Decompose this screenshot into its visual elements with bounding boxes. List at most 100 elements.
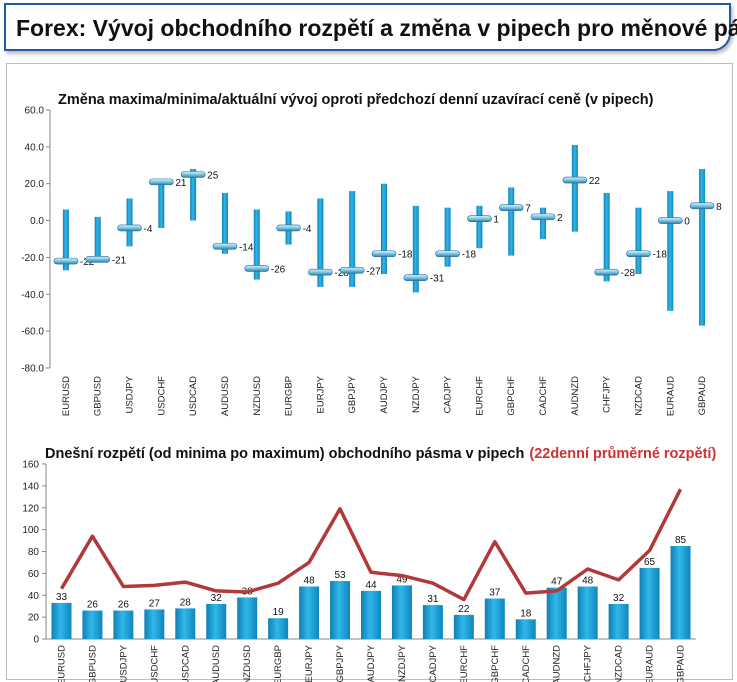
chart2-ytick-label: 80 bbox=[28, 547, 40, 558]
chart1-range-bar bbox=[603, 192, 610, 282]
chart1-data-label: 7 bbox=[525, 204, 531, 215]
chart1-range-bar bbox=[94, 216, 101, 262]
chart2-data-label: 32 bbox=[211, 593, 223, 604]
chart2-data-label: 48 bbox=[304, 576, 316, 587]
chart1-current-marker bbox=[85, 255, 111, 263]
chart1-range-bar bbox=[508, 187, 515, 256]
chart1-current-marker bbox=[498, 204, 524, 211]
chart2-title-highlight: (22denní průměrné rozpětí) bbox=[529, 446, 716, 462]
chart1-category-label: EURAUD bbox=[665, 376, 676, 416]
chart1-data-label: -18 bbox=[398, 250, 413, 261]
chart1-data-label: -28 bbox=[621, 268, 636, 279]
chart1-data-label: -18 bbox=[462, 250, 477, 261]
chart1-range-bar bbox=[540, 207, 547, 239]
chart1-current-marker bbox=[212, 243, 238, 250]
chart1-data-label: -14 bbox=[239, 242, 254, 253]
chart2-data-label: 19 bbox=[273, 607, 285, 618]
chart2-title: Dnešní rozpětí (od minima po maximum) ob… bbox=[45, 446, 716, 462]
chart2-bar bbox=[330, 581, 351, 639]
chart1-category-label: AUDJPY bbox=[379, 375, 390, 413]
page-title: Forex: Vývoj obchodního rozpětí a změna … bbox=[16, 15, 737, 41]
chart1-range-bar bbox=[699, 168, 706, 326]
chart1-data-label: -4 bbox=[144, 224, 153, 235]
chart1-category-label: GBPAUD bbox=[697, 376, 708, 416]
chart2-category-label: CADCHF bbox=[521, 645, 532, 682]
chart1-category-label: USDJPY bbox=[125, 375, 136, 413]
chart1-range-bar bbox=[476, 205, 483, 249]
chart2-category-label: GBPCHF bbox=[490, 645, 501, 682]
chart1-current-marker bbox=[180, 171, 206, 178]
chart2-bar bbox=[515, 619, 536, 639]
chart1-axes: 60.0 40.0 20.0 0.0 -20.0 -40.0 -60.0 -80.0 bbox=[21, 106, 51, 375]
chart1-data-label: 1 bbox=[493, 215, 499, 226]
chart2-marks: 33 EURUSD 26 GBPUSD 26 USDJPY 27 USDCHF 28 USDCAD… bbox=[51, 488, 691, 682]
chart2-category-label: GBPUSD bbox=[87, 645, 98, 682]
chart2-category-label: AUDUSD bbox=[211, 645, 222, 682]
chart1-current-marker bbox=[594, 268, 619, 276]
chart1-current-marker bbox=[53, 257, 79, 265]
chart1-category-label: AUDUSD bbox=[220, 376, 231, 416]
chart1-category-label: NZDUSD bbox=[252, 376, 263, 416]
chart1-current-marker bbox=[339, 267, 365, 274]
chart2-data-label: 37 bbox=[489, 588, 501, 599]
chart2-data-label: 31 bbox=[427, 594, 439, 605]
chart1-current-marker bbox=[530, 213, 556, 221]
chart2-bar bbox=[268, 618, 289, 639]
chart2-bar bbox=[144, 609, 165, 639]
chart1-ytick-label: -40.0 bbox=[21, 290, 44, 301]
chart2-bar bbox=[453, 614, 474, 639]
chart1-ytick-label: 40.0 bbox=[25, 142, 45, 153]
header-banner: Forex: Vývoj obchodního rozpětí a změna … bbox=[4, 3, 737, 51]
chart1-data-label: -27 bbox=[366, 266, 381, 277]
chart1-range-bar bbox=[317, 198, 324, 287]
chart2-ytick-label: 40 bbox=[28, 591, 40, 602]
chart2-data-label: 32 bbox=[613, 593, 625, 604]
chart2-ytick-label: 100 bbox=[22, 525, 39, 536]
chart2-category-label: AUDJPY bbox=[366, 644, 377, 682]
chart2-data-label: 26 bbox=[87, 600, 99, 611]
chart1-title: Změna maxima/minima/aktuální vývoj oprot… bbox=[58, 92, 654, 108]
chart1-data-label: 0 bbox=[684, 217, 690, 228]
chart1-range-bar bbox=[571, 145, 578, 232]
chart2-category-label: NZDCAD bbox=[614, 645, 625, 682]
chart2-ytick-label: 0 bbox=[33, 635, 39, 646]
chart2-title-main: Dnešní rozpětí (od minima po maximum) ob… bbox=[45, 446, 524, 462]
chart1-data-label: -28 bbox=[334, 268, 349, 279]
chart1-range-bar bbox=[221, 192, 228, 254]
chart2-bar bbox=[546, 587, 567, 639]
chart1-data-label: 21 bbox=[175, 178, 187, 189]
chart1-current-marker bbox=[149, 178, 174, 186]
chart2-category-label: USDJPY bbox=[118, 644, 129, 682]
chart2-data-label: 53 bbox=[334, 570, 346, 581]
chart1-current-marker bbox=[435, 250, 460, 258]
chart2-data-label: 47 bbox=[551, 577, 563, 588]
chart2-data-label: 65 bbox=[644, 557, 656, 568]
chart1-range-bar bbox=[126, 198, 133, 247]
chart2-data-label: 18 bbox=[520, 608, 532, 619]
chart2-data-label: 49 bbox=[396, 574, 408, 585]
chart1-data-label: 22 bbox=[589, 176, 601, 187]
chart1-data-label: -21 bbox=[112, 255, 127, 266]
chart1-ytick-label: -20.0 bbox=[21, 253, 44, 264]
chart2-bar bbox=[422, 605, 443, 639]
chart2-data-label: 44 bbox=[365, 580, 377, 591]
chart1-data-label: -18 bbox=[652, 250, 667, 261]
chart1-range-bar bbox=[158, 180, 165, 228]
chart2-bar bbox=[51, 602, 72, 639]
chart2-ytick-label: 160 bbox=[22, 460, 39, 471]
chart2-bar bbox=[237, 597, 258, 639]
chart1-category-label: EURJPY bbox=[315, 375, 326, 413]
chart2-bar bbox=[484, 598, 505, 639]
chart2-bar bbox=[299, 586, 320, 639]
chart1-marks: -22EURUSD-21GBPUSD-4USDJPY21USDCHF25USDC… bbox=[53, 145, 722, 416]
chart1-range-bar bbox=[381, 183, 387, 275]
chart1-range-bar bbox=[412, 205, 419, 293]
chart2-bar bbox=[82, 610, 103, 639]
chart1-ytick-label: -80.0 bbox=[21, 364, 44, 375]
chart2-data-label: 27 bbox=[149, 598, 161, 609]
chart2-category-label: EURJPY bbox=[304, 644, 315, 682]
chart1-current-marker bbox=[626, 250, 651, 258]
chart2-bar bbox=[391, 585, 412, 639]
chart1-range-bar bbox=[444, 207, 451, 267]
chart2-category-label: GBPJPY bbox=[335, 644, 346, 682]
